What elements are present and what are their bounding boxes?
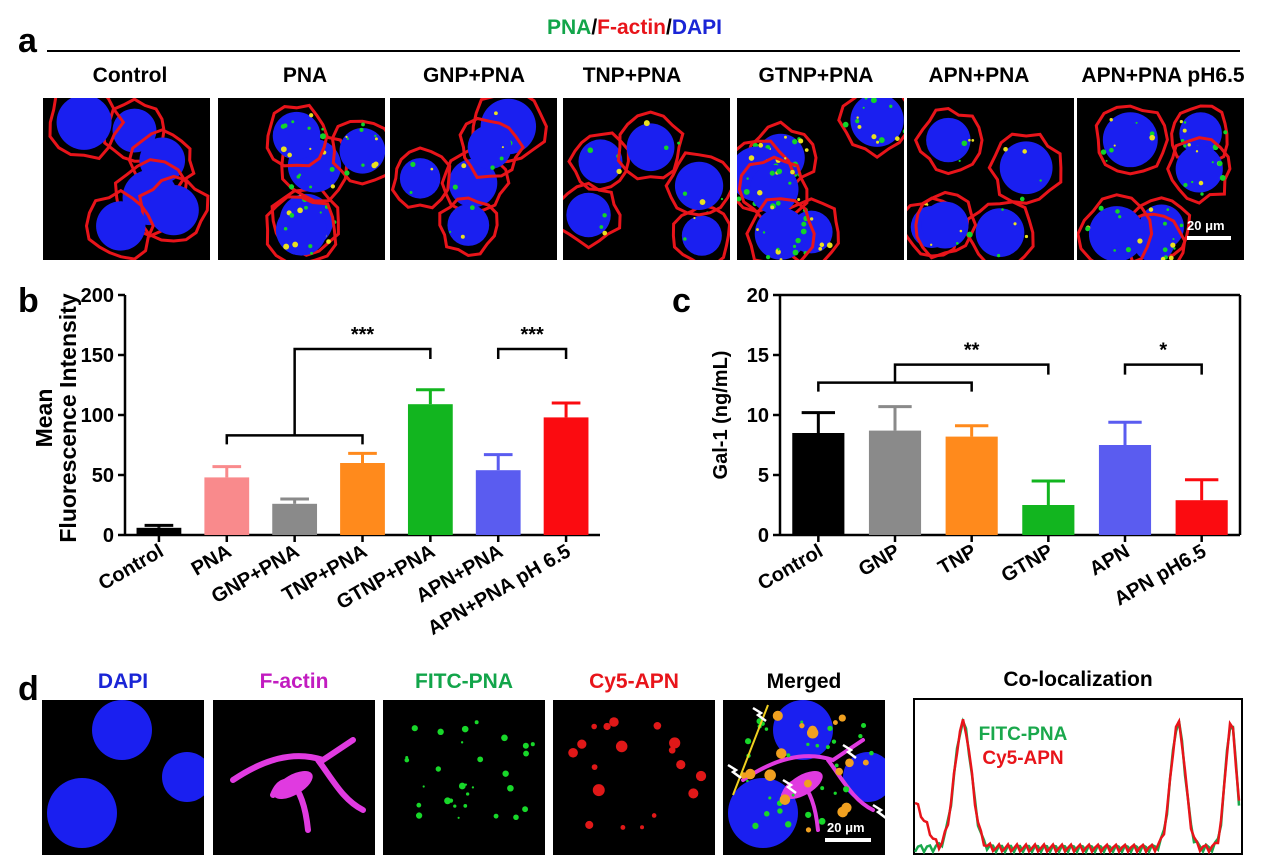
bar: [792, 433, 845, 535]
panel-a-letter: a: [18, 22, 37, 60]
y-tick-label: 150: [81, 345, 114, 367]
arrow-icon: [782, 778, 797, 794]
bar: [868, 430, 922, 535]
arrow-icon: [872, 803, 885, 819]
panel-a-header: GNP+PNA: [422, 64, 526, 87]
micrograph-tile: [737, 98, 904, 260]
bar: [204, 477, 250, 535]
panel-d-header: DAPI: [97, 670, 149, 693]
y-tick-label: 10: [747, 405, 769, 427]
panel-a-header: APN+PNA pH6.5: [1081, 64, 1245, 87]
title-part: /: [591, 16, 598, 39]
group-bracket: [817, 381, 973, 392]
bar: [407, 404, 453, 535]
micrograph-tile: [42, 700, 204, 855]
sig-label: **: [964, 340, 980, 362]
panel-c-letter: c: [672, 282, 691, 320]
title-part: F-actin: [597, 16, 666, 39]
legend-entry: Cy5-APN: [982, 748, 1063, 769]
arrow-icon: [727, 763, 742, 779]
arrow-icon: [752, 706, 767, 722]
x-tick-label: PNA: [188, 540, 236, 580]
y-tick-label: 100: [81, 405, 114, 427]
y-axis-label: Fluorescence Intensity: [55, 293, 81, 542]
y-tick-label: 50: [92, 465, 114, 487]
legend-entry: FITC-PNA: [979, 724, 1068, 745]
y-axis-label: Gal-1 (ng/mL): [710, 351, 732, 480]
micrograph-tile: [563, 98, 730, 260]
bar: [272, 503, 318, 535]
panel-a-header: GTNP+PNA: [758, 64, 874, 87]
panel-a-rule: [47, 50, 1240, 52]
micrograph-tile: [553, 700, 715, 855]
sig-bracket: [293, 347, 432, 436]
scale-bar: [825, 838, 871, 842]
bar: [1098, 445, 1152, 535]
scale-bar-label: 20 μm: [1187, 218, 1225, 233]
panel-a-header: Control: [92, 64, 168, 87]
micrograph-tile: [213, 700, 375, 855]
bar: [543, 417, 589, 535]
coloc-plot: FITC-PNA Cy5-APN: [913, 698, 1243, 855]
sig-label: ***: [351, 324, 375, 346]
bar: [475, 470, 521, 535]
x-tick-label: TNP: [935, 540, 981, 579]
y-axis-label: Mean: [31, 389, 57, 448]
micrograph-tile: 20 μm: [1077, 98, 1244, 260]
panel-d-header: FITC-PNA: [415, 670, 513, 693]
y-tick-label: 15: [747, 345, 769, 367]
sig-bracket: [893, 363, 1050, 383]
micrograph-tile: 20 μm: [723, 700, 885, 855]
bar: [340, 463, 385, 535]
sig-label: *: [1159, 340, 1167, 362]
title-part: DAPI: [671, 16, 723, 39]
bar: [1175, 500, 1228, 535]
coloc-title: Co-localization: [1003, 668, 1153, 691]
y-tick-label: 5: [758, 465, 769, 487]
panel-d-header: Cy5-APN: [589, 670, 679, 693]
x-tick-label: GNP: [855, 540, 904, 581]
y-tick-label: 0: [758, 525, 769, 547]
x-tick-label: GTNP: [998, 540, 1057, 587]
panel-a-header: PNA: [282, 64, 328, 87]
sig-label: ***: [520, 324, 544, 346]
x-tick-label: Control: [95, 540, 168, 595]
title-part: /: [666, 16, 672, 39]
x-tick-label: Control: [754, 540, 827, 595]
bar: [945, 436, 998, 535]
y-tick-label: 20: [747, 285, 769, 307]
micrograph-tile: [218, 98, 385, 260]
sig-bracket: [1123, 363, 1203, 375]
bar: [136, 527, 182, 535]
panel-b-letter: b: [18, 282, 39, 320]
panel-a-title: PNA/F-actin/DAPI: [0, 16, 1269, 40]
panel-d-letter: d: [18, 670, 39, 708]
profile-line: [914, 717, 1241, 855]
panel-d-header: Merged: [766, 670, 842, 693]
micrograph-tile: [390, 98, 557, 260]
panel-d-header: F-actin: [259, 670, 329, 693]
y-tick-label: 200: [81, 285, 114, 307]
panel-a-header: APN+PNA: [928, 64, 1030, 87]
x-tick-label: APN: [1086, 540, 1134, 580]
arrow-icon: [842, 743, 857, 759]
scale-bar-label: 20 μm: [827, 820, 865, 835]
sig-bracket: [496, 347, 568, 359]
bar: [1022, 505, 1075, 535]
y-tick-label: 0: [103, 525, 114, 547]
micrograph-tile: [43, 98, 210, 260]
line-profile: [732, 704, 769, 796]
coloc-frame: [913, 698, 1243, 855]
group-bracket: [225, 434, 364, 445]
micrograph-tile: [383, 700, 545, 855]
micrograph-tile: [907, 98, 1074, 260]
panel-a-header: TNP+PNA: [582, 64, 682, 87]
scale-bar: [1187, 236, 1231, 240]
title-part: PNA: [546, 16, 592, 39]
